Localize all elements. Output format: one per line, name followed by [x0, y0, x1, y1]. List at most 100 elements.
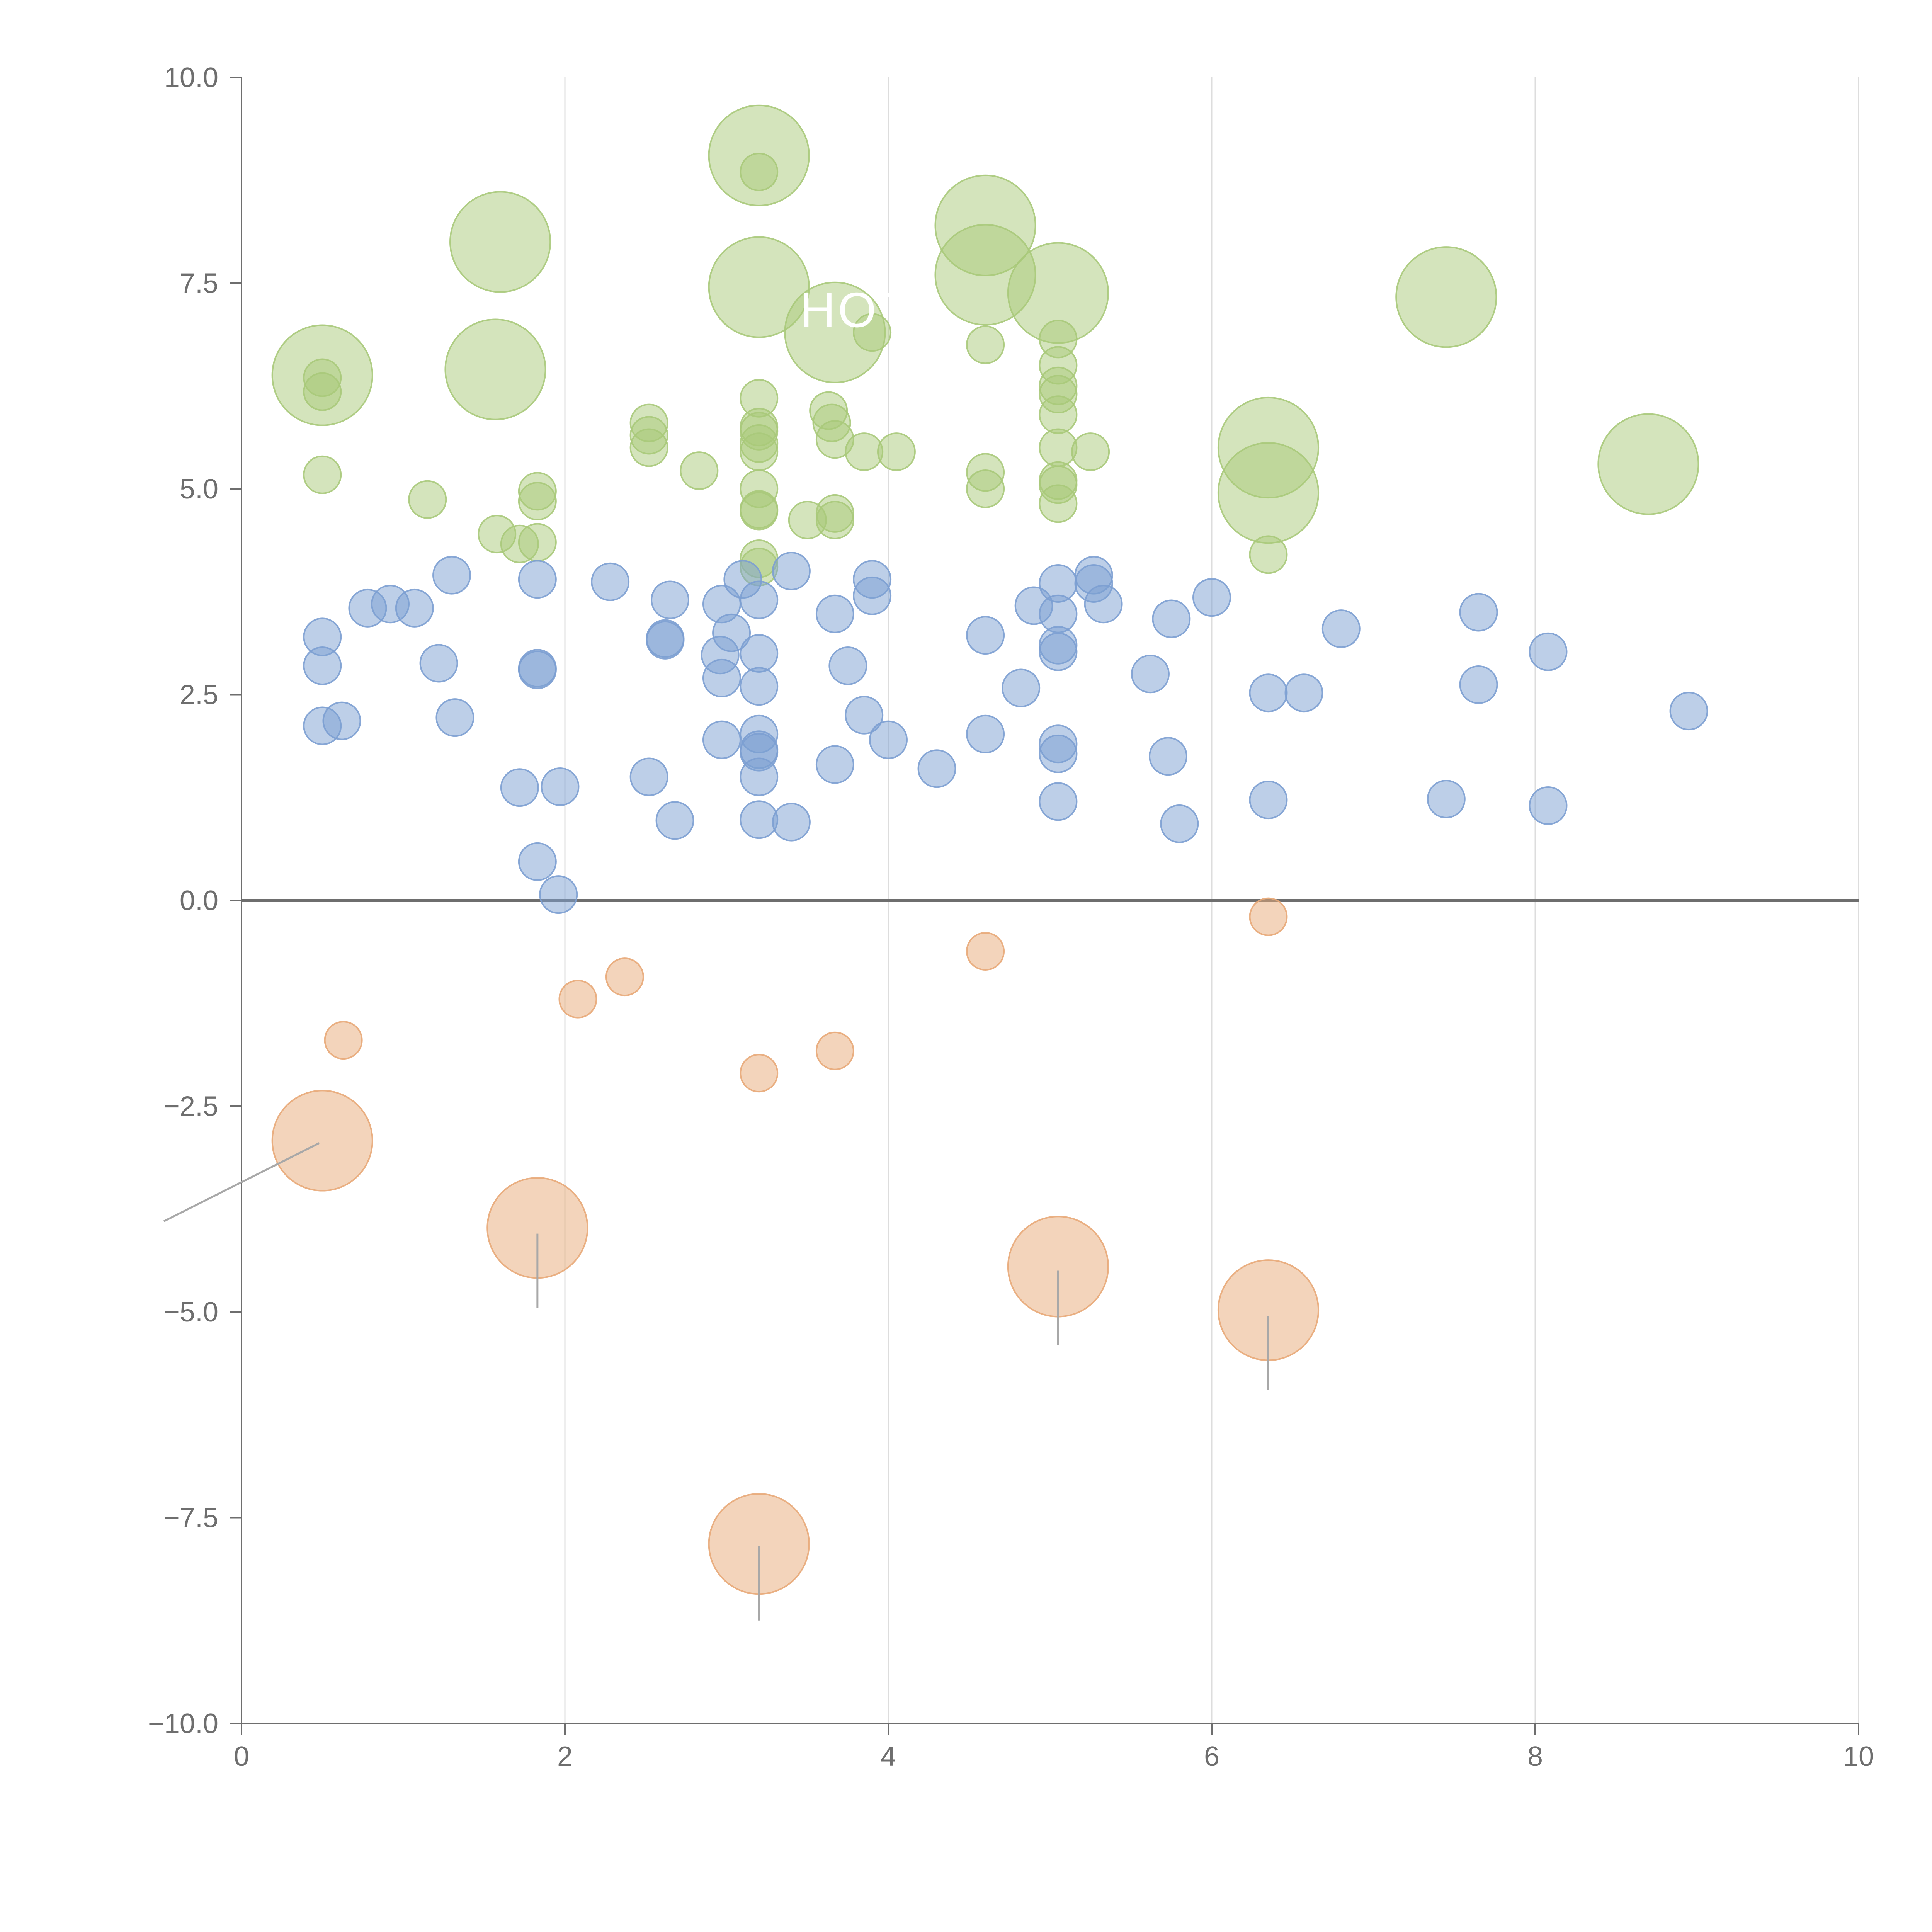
bubble-mid [740, 634, 779, 673]
bubble-low [966, 932, 1005, 971]
bubble-high [518, 481, 557, 520]
bubble-mid [655, 801, 694, 840]
bubble-mid [1321, 609, 1361, 648]
bubble-mid [1131, 655, 1170, 694]
bubble-mid [815, 745, 854, 784]
bubble-mid [1039, 734, 1078, 773]
bubble-high [845, 432, 884, 471]
y-tick-label: −5.0 [163, 1297, 218, 1328]
bubble-high [966, 325, 1005, 364]
bubble-low [324, 1021, 363, 1060]
bubble-mid [419, 644, 458, 683]
bubble-mid [1459, 593, 1498, 632]
bubble-high [1217, 442, 1320, 544]
leader-lines [163, 1142, 1269, 1621]
bubble-low [740, 1054, 779, 1093]
bubbles [271, 104, 1708, 1595]
x-tick-label: 4 [881, 1741, 896, 1772]
bubble-high [966, 469, 1005, 508]
bubble-mid [1669, 692, 1708, 731]
bubble-high [408, 480, 447, 519]
x-tick-label: 8 [1527, 1741, 1543, 1772]
bubble-low [815, 1031, 854, 1070]
y-tick-label: 2.5 [180, 680, 218, 711]
y-tick-label: 7.5 [180, 268, 218, 299]
bubble-high [680, 451, 719, 490]
bubble-mid [1249, 781, 1288, 820]
bubble-mid [591, 562, 630, 601]
x-tick-label: 0 [234, 1741, 249, 1772]
bubble-low [605, 957, 644, 997]
bubble-mid [1459, 665, 1498, 704]
bubble-high [303, 372, 342, 411]
bubble-mid [1192, 578, 1231, 617]
bubble-mid [518, 560, 557, 599]
bubble-mid [702, 658, 741, 697]
bubble-mid [646, 621, 685, 660]
y-tick-label: −7.5 [163, 1503, 218, 1534]
bubble-mid [917, 749, 956, 788]
x-tick-label: 2 [557, 1741, 573, 1772]
bubble-mid [1427, 780, 1466, 819]
bubble-mid [1152, 599, 1191, 638]
bubble-mid [1084, 585, 1123, 624]
bubble-high [877, 432, 916, 471]
bubble-mid [966, 616, 1005, 655]
bubble-mid [853, 576, 892, 615]
leader-line [163, 1142, 320, 1222]
annotation-hot-label: HOT [800, 282, 911, 338]
bubble-mid [815, 594, 854, 633]
bubble-mid [1529, 786, 1568, 825]
bubble-mid [1160, 804, 1199, 843]
bubble-mid [966, 714, 1005, 753]
bubble-high [788, 500, 827, 539]
bubble-high [853, 313, 892, 352]
bubble-mid [651, 580, 690, 619]
bubble-mid [869, 720, 908, 759]
bubble-mid [702, 720, 741, 759]
bubble-mid [712, 613, 751, 652]
bubble-high [1039, 484, 1078, 523]
bubble-low [1249, 897, 1288, 936]
bubble-mid [518, 650, 557, 689]
bubble-high [1249, 535, 1288, 574]
bubble-mid [500, 768, 539, 807]
y-tick-label: −10.0 [148, 1708, 218, 1739]
bubble-mid [322, 701, 361, 740]
bubble-high [740, 432, 779, 471]
bubble-mid [629, 757, 668, 796]
bubble-mid [740, 800, 779, 839]
bubble-high [740, 492, 779, 531]
x-tick-label: 6 [1204, 1741, 1219, 1772]
bubble-high [1597, 413, 1699, 515]
bubble-mid [740, 667, 779, 706]
bubble-mid [845, 696, 884, 735]
bubble-mid [1284, 673, 1323, 713]
bubble-mid [435, 698, 474, 737]
bubble-mid [772, 803, 811, 842]
bubble-mid [828, 646, 867, 685]
bubble-mid [432, 556, 471, 595]
y-tick-label: 10.0 [164, 62, 218, 93]
bubble-low [558, 980, 597, 1019]
x-tick-label: 10 [1843, 1741, 1874, 1772]
bubble-high [1039, 395, 1078, 434]
bubble-mid [518, 842, 557, 881]
bubble-high [1395, 246, 1497, 348]
bubble-high [518, 523, 557, 562]
bubble-low [271, 1090, 373, 1192]
bubble-high [740, 152, 779, 191]
y-tick-label: −2.5 [163, 1091, 218, 1122]
bubble-high [629, 428, 668, 467]
bubble-high [1039, 428, 1078, 467]
bubble-high [449, 191, 551, 293]
bubble-mid [1529, 632, 1568, 671]
bubble-mid [772, 552, 811, 590]
bubble-mid [1039, 632, 1078, 671]
bubble-high [303, 455, 342, 494]
bubble-mid [1249, 673, 1288, 713]
bubble-mid [539, 875, 578, 914]
y-tick-label: 0.0 [180, 885, 218, 916]
bubble-mid [740, 580, 779, 619]
